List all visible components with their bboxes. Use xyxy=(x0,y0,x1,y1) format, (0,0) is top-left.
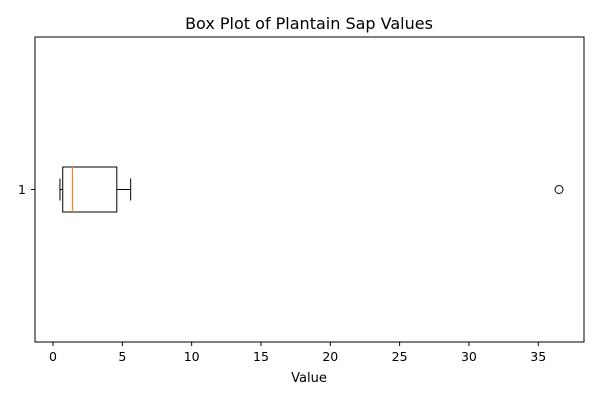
x-tick-label: 15 xyxy=(253,349,269,364)
x-tick-label: 0 xyxy=(49,349,57,364)
x-tick-label: 10 xyxy=(184,349,200,364)
x-tick-label: 30 xyxy=(461,349,477,364)
x-tick-label: 5 xyxy=(118,349,126,364)
chart-title: Box Plot of Plantain Sap Values xyxy=(185,14,433,33)
outlier-point xyxy=(554,185,564,194)
box-iqr xyxy=(62,166,118,213)
x-axis-label: Value xyxy=(291,371,327,386)
x-tick-label: 25 xyxy=(392,349,408,364)
x-tick-label: 20 xyxy=(322,349,338,364)
y-tick-label: 1 xyxy=(18,182,26,197)
x-tick-label: 35 xyxy=(530,349,546,364)
